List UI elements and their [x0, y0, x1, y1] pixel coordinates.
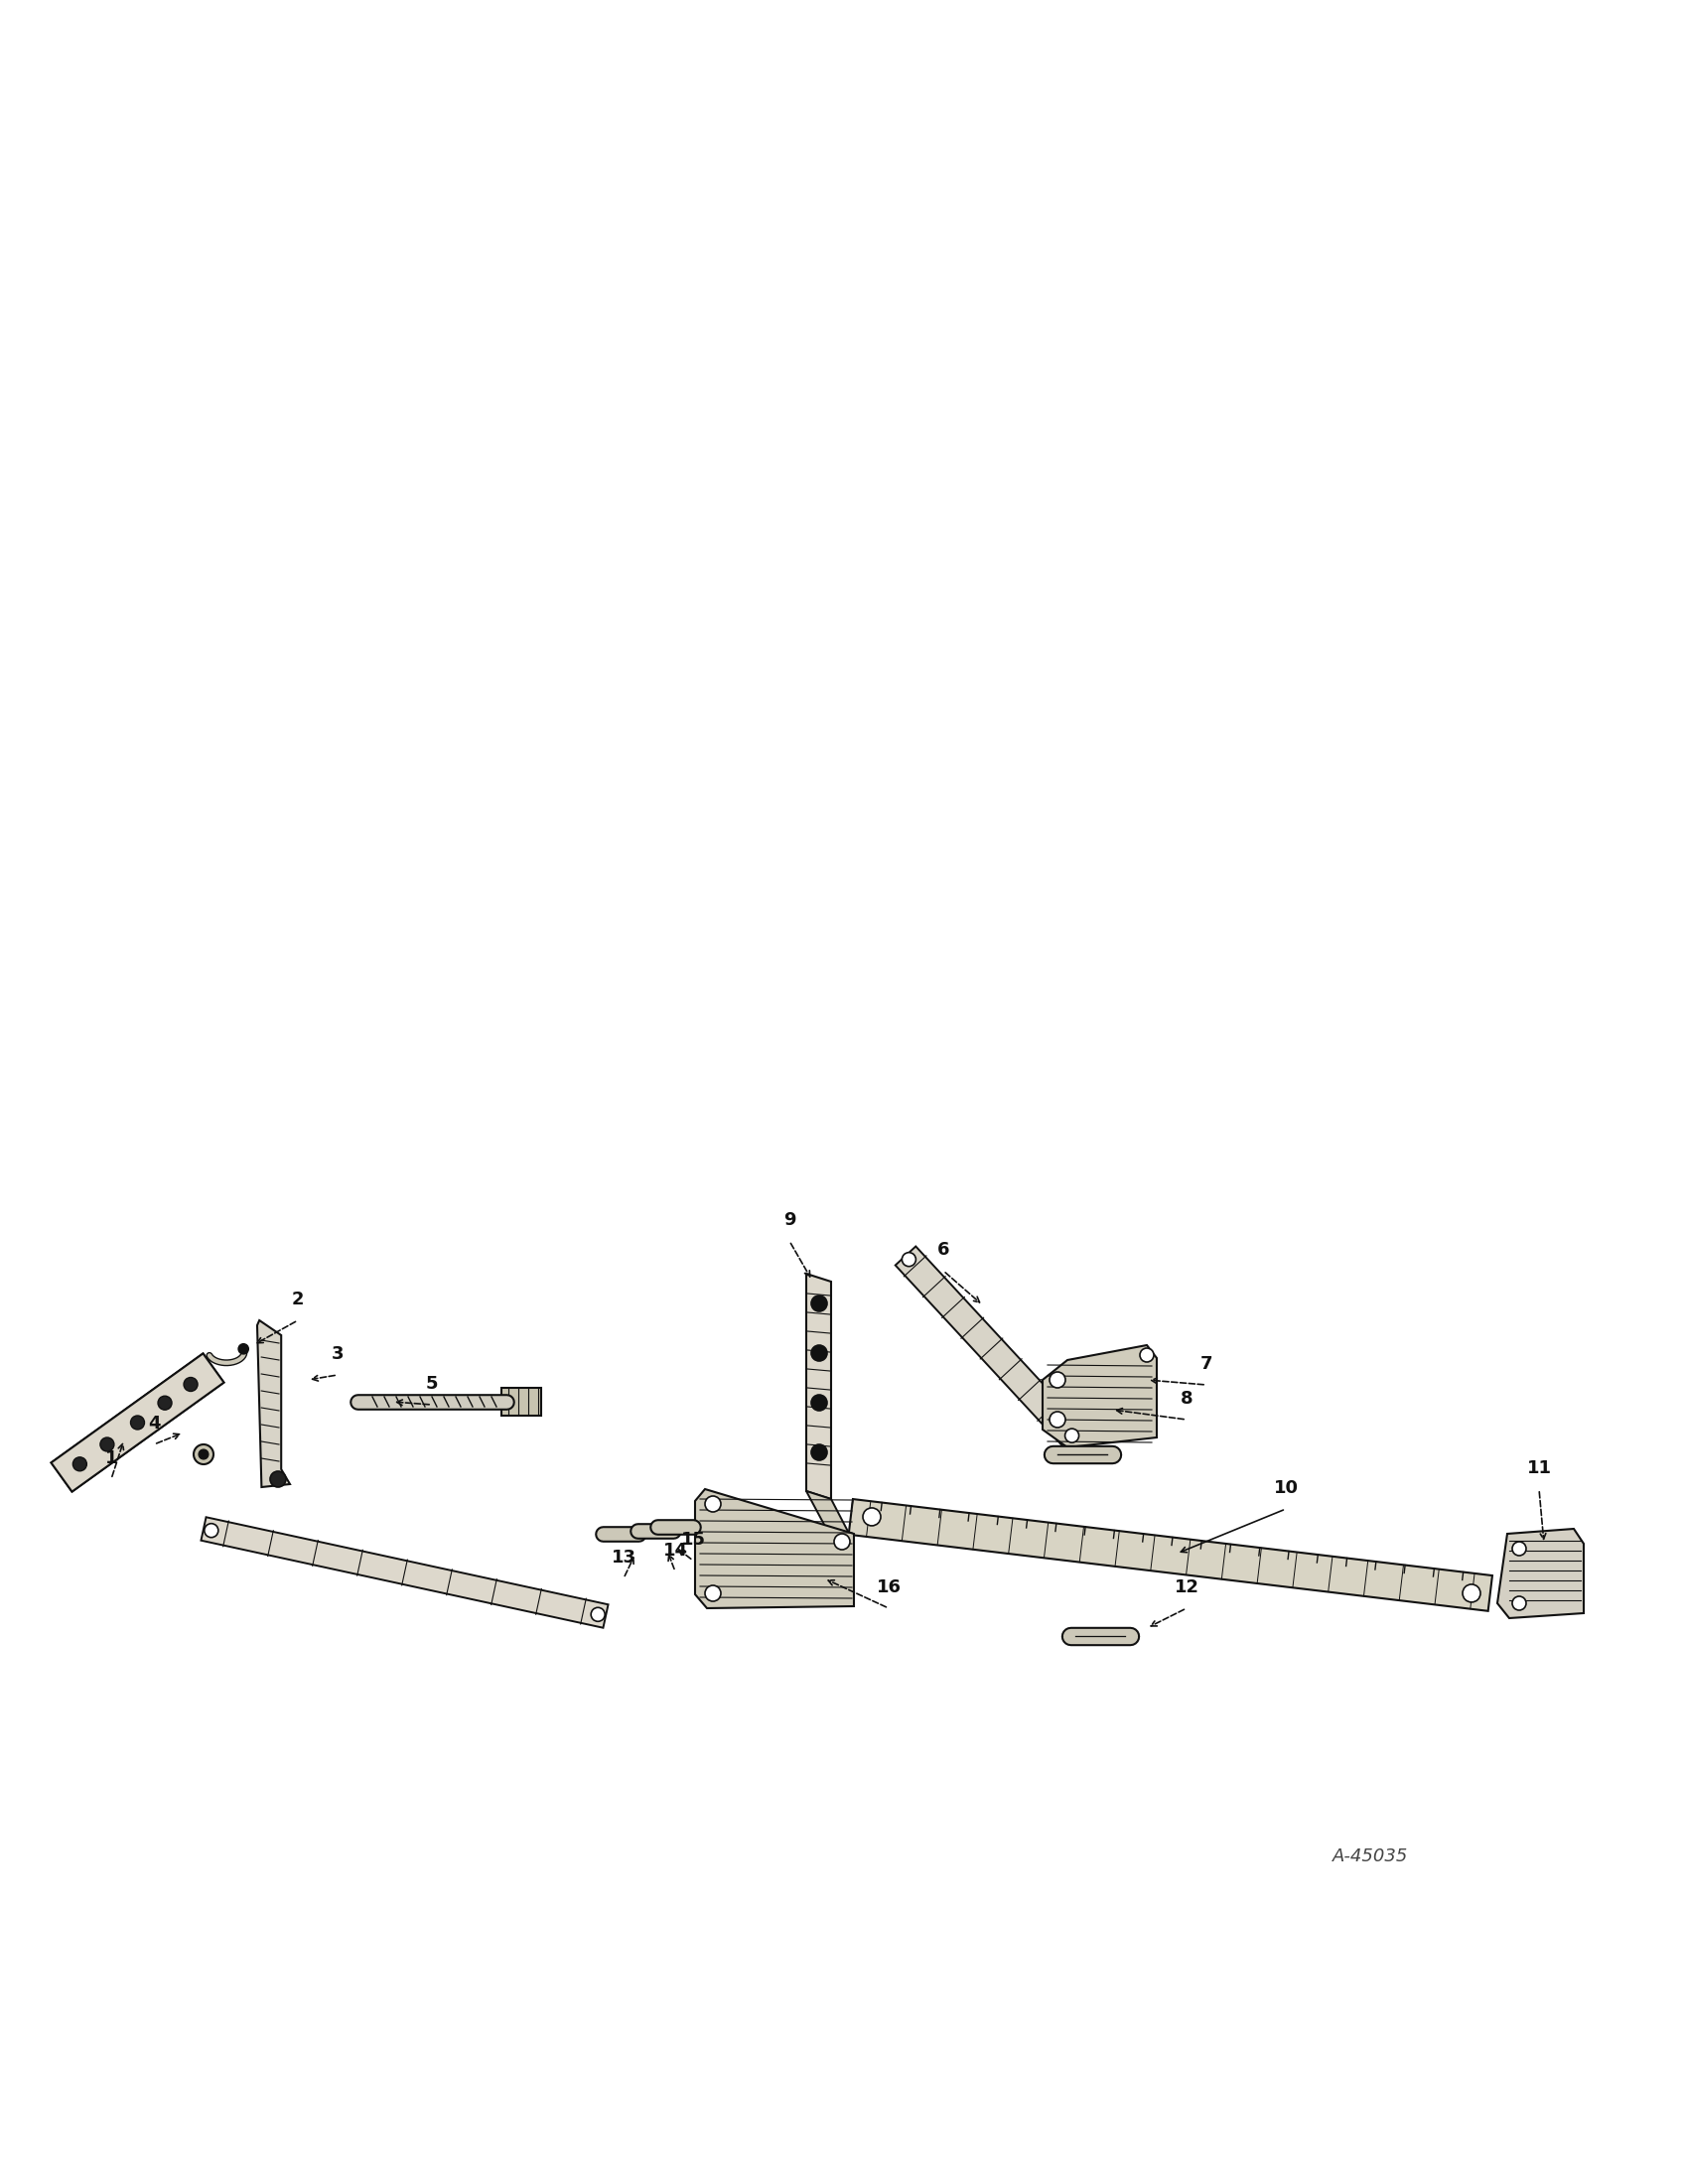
- Polygon shape: [896, 1247, 1088, 1450]
- Text: 16: 16: [876, 1579, 901, 1597]
- Text: 10: 10: [1273, 1479, 1298, 1496]
- Circle shape: [1463, 1583, 1480, 1603]
- Text: A-45035: A-45035: [1332, 1848, 1408, 1865]
- Text: 6: 6: [936, 1241, 950, 1258]
- Polygon shape: [51, 1354, 224, 1492]
- Polygon shape: [849, 1498, 1492, 1612]
- Circle shape: [706, 1496, 721, 1511]
- Polygon shape: [51, 1354, 224, 1492]
- Text: 3: 3: [332, 1345, 344, 1363]
- Circle shape: [199, 1450, 209, 1459]
- Circle shape: [1512, 1597, 1526, 1610]
- Polygon shape: [1497, 1529, 1583, 1618]
- Polygon shape: [1042, 1345, 1157, 1448]
- Text: 11: 11: [1527, 1459, 1551, 1476]
- Circle shape: [158, 1396, 172, 1411]
- Circle shape: [862, 1507, 881, 1527]
- Polygon shape: [200, 1518, 608, 1627]
- Polygon shape: [258, 1321, 290, 1487]
- Text: 4: 4: [148, 1415, 160, 1433]
- Circle shape: [1512, 1542, 1526, 1555]
- Circle shape: [903, 1251, 916, 1267]
- Circle shape: [812, 1444, 827, 1461]
- Text: 15: 15: [680, 1531, 706, 1548]
- Text: 2: 2: [291, 1291, 305, 1308]
- Circle shape: [99, 1437, 115, 1452]
- Circle shape: [1064, 1428, 1079, 1444]
- Circle shape: [812, 1345, 827, 1361]
- Circle shape: [1140, 1348, 1154, 1363]
- Text: 1: 1: [104, 1450, 118, 1468]
- Text: 9: 9: [783, 1212, 795, 1230]
- Text: 5: 5: [426, 1376, 438, 1393]
- Circle shape: [1049, 1372, 1066, 1387]
- Circle shape: [131, 1415, 145, 1431]
- Polygon shape: [807, 1492, 850, 1542]
- Polygon shape: [502, 1387, 541, 1415]
- Circle shape: [239, 1343, 249, 1354]
- Circle shape: [812, 1295, 827, 1310]
- Circle shape: [269, 1472, 286, 1487]
- Circle shape: [591, 1607, 605, 1621]
- Circle shape: [706, 1586, 721, 1601]
- Text: 14: 14: [663, 1542, 687, 1559]
- Circle shape: [72, 1457, 88, 1472]
- Text: 12: 12: [1174, 1579, 1199, 1597]
- Text: 7: 7: [1201, 1354, 1212, 1374]
- Polygon shape: [807, 1273, 832, 1498]
- Circle shape: [184, 1378, 197, 1391]
- Circle shape: [812, 1396, 827, 1411]
- Polygon shape: [695, 1489, 854, 1607]
- Circle shape: [1049, 1411, 1066, 1428]
- Text: 13: 13: [611, 1548, 637, 1566]
- Circle shape: [834, 1533, 850, 1551]
- Circle shape: [204, 1524, 219, 1538]
- Text: 8: 8: [1180, 1389, 1192, 1409]
- Circle shape: [194, 1444, 214, 1463]
